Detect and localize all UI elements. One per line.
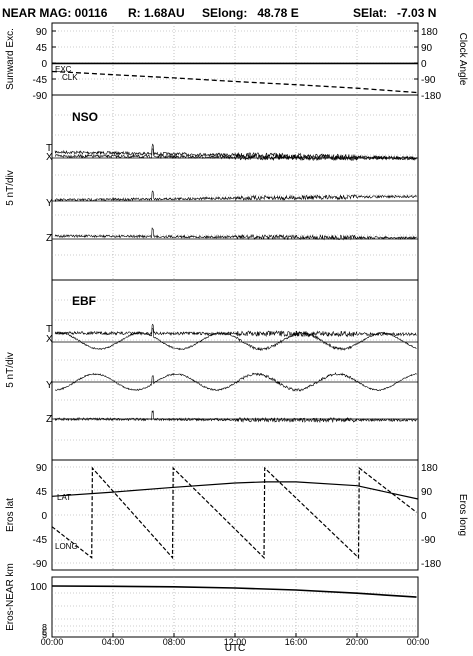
header-selong: SElong: 48.78 E bbox=[202, 6, 299, 20]
panel2-trace-t bbox=[54, 143, 417, 161]
panel4-ytick-label-right: 90 bbox=[421, 487, 433, 498]
panel3-label-y: Y bbox=[46, 380, 53, 391]
panel5-tick-labels: 100 865 bbox=[30, 582, 47, 640]
panel1-ytick-label: 0 bbox=[41, 59, 47, 70]
panel1-ytick-label-right: 90 bbox=[421, 43, 433, 54]
panel4-series-label-long: LONG bbox=[55, 542, 78, 551]
panel4-ytick-label-right: -90 bbox=[421, 535, 436, 546]
panel2-label-y: Y bbox=[46, 198, 53, 209]
header-r: R: 1.68AU bbox=[128, 6, 185, 20]
x-axis-label: UTC bbox=[225, 643, 246, 654]
panel1-ytick-label-right: 0 bbox=[421, 59, 427, 70]
panel3-trace-x bbox=[54, 328, 417, 352]
panel4-ytick-label: 45 bbox=[36, 487, 48, 498]
x-tick-label: 12:00 bbox=[224, 637, 247, 647]
panel1-ytick-label: 90 bbox=[36, 27, 48, 38]
panel3-label-x: X bbox=[46, 334, 53, 345]
panel3-ylabel: 5 nT/div bbox=[5, 352, 16, 388]
panel4-series bbox=[51, 466, 419, 560]
x-axis-ticks: 00:00 04:00 08:00 12:00 16:00 20:00 00:00 bbox=[41, 633, 430, 647]
panel1-ytick-label-right: -90 bbox=[421, 75, 436, 86]
panel2-series bbox=[52, 143, 418, 241]
header-selat: SElat: -7.03 N bbox=[353, 6, 436, 20]
panel2-trace-y bbox=[54, 190, 417, 203]
panel4-series-long-line bbox=[51, 466, 417, 560]
panel1-series-label-clk: CLK bbox=[62, 73, 78, 82]
grid-lines bbox=[52, 23, 418, 637]
panel3-label-t: T bbox=[46, 324, 52, 335]
panel3-trace-z bbox=[54, 410, 417, 424]
panel5-ytick-label: 5 bbox=[42, 630, 47, 640]
panel1-ytick-label: -45 bbox=[33, 75, 48, 86]
panel1-ytick-label-right: 180 bbox=[421, 27, 438, 38]
panel4-tick-labels: 90 180 45 90 0 0 -45 -90 -90 -180 bbox=[33, 463, 442, 570]
panel2-ylabel: 5 nT/div bbox=[5, 170, 16, 206]
panel2-label-t: T bbox=[46, 143, 52, 154]
panel5-ytick-label: 100 bbox=[30, 582, 47, 593]
panel5-ylabel: Eros-NEAR km bbox=[5, 563, 16, 631]
x-tick-label: 04:00 bbox=[102, 637, 125, 647]
x-tick-label: 16:00 bbox=[285, 637, 308, 647]
panel2-label-x: X bbox=[46, 152, 53, 163]
panel1-series-label-exc: EXC bbox=[55, 65, 72, 74]
panel4-ytick-label: 0 bbox=[41, 511, 47, 522]
panel4-ylabel: Eros lat bbox=[5, 498, 16, 532]
panel2-label-z: Z bbox=[46, 233, 52, 244]
x-tick-label: 00:00 bbox=[41, 637, 64, 647]
panel4-ytick-label: 90 bbox=[36, 463, 48, 474]
panel4-ytick-label-right: 180 bbox=[421, 463, 438, 474]
panel2-title: NSO bbox=[72, 110, 98, 124]
panel5-ytick-label: 6 bbox=[42, 627, 47, 637]
x-tick-label: 20:00 bbox=[346, 637, 369, 647]
panel1-ylabel-right: Clock Angle bbox=[457, 33, 468, 86]
panel1-ytick-label: -90 bbox=[33, 91, 48, 102]
panel5-series bbox=[51, 585, 417, 598]
panel5-series-range-line bbox=[51, 585, 417, 598]
panel3-series bbox=[52, 323, 418, 424]
panel1-series-clk-line bbox=[51, 70, 417, 94]
panel1-tick-labels: 90 180 45 90 0 0 -45 -90 -90 -180 bbox=[33, 27, 442, 102]
x-tick-label: 00:00 bbox=[407, 637, 430, 647]
x-tick-label: 08:00 bbox=[163, 637, 186, 647]
panel5-ytick-label: 8 bbox=[42, 623, 47, 633]
panel3-trace-t bbox=[54, 323, 417, 338]
panel4-ylabel-right: Eros long bbox=[457, 494, 468, 536]
panel4-ytick-label: -45 bbox=[33, 535, 48, 546]
panel4-series-lat-line bbox=[51, 481, 419, 500]
panel4-ytick-label-right: -180 bbox=[421, 559, 441, 570]
panel1-series bbox=[51, 62, 418, 94]
panel1-ytick-label-right: -180 bbox=[421, 91, 441, 102]
panel1-ytick-label: 45 bbox=[36, 43, 48, 54]
panel4-series-label-lat: LAT bbox=[57, 493, 71, 502]
panel3-title: EBF bbox=[72, 294, 96, 308]
panel4-ytick-label: -90 bbox=[33, 559, 48, 570]
panel1-ylabel: Sunward Exc. bbox=[5, 28, 16, 90]
panel4-ytick-label-right: 0 bbox=[421, 511, 427, 522]
header-mission: NEAR MAG: 00116 bbox=[2, 6, 108, 20]
panel2-trace-z bbox=[54, 227, 417, 241]
panel3-label-z: Z bbox=[46, 414, 52, 425]
